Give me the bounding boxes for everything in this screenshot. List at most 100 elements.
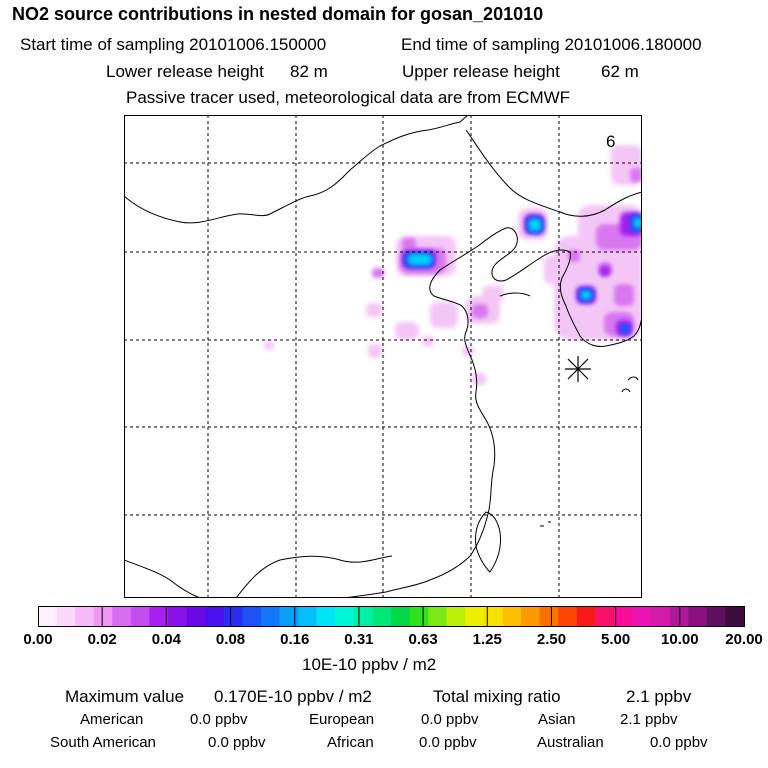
region-name-african: African — [327, 734, 374, 751]
coastline-taiwan — [475, 511, 501, 573]
colorbar-label: 0.00 — [23, 631, 53, 648]
coastline-korea — [559, 251, 642, 347]
colorbar-swatch — [205, 606, 225, 626]
coastlines — [124, 115, 642, 598]
colorbar-swatch — [595, 606, 615, 626]
panel-number: 6 — [606, 132, 615, 151]
plume-patch — [630, 168, 642, 182]
colorbar-swatch — [446, 606, 466, 626]
colorbar-label: 1.25 — [472, 631, 502, 648]
colorbar-frame — [38, 606, 745, 627]
plume-patch — [614, 284, 634, 306]
colorbar-swatch — [706, 606, 727, 626]
plume-patch — [472, 304, 488, 318]
colorbar-swatch — [651, 606, 671, 626]
colorbar-swatch — [391, 606, 411, 626]
map-frame — [124, 115, 642, 598]
colorbar-swatch — [353, 606, 374, 626]
region-name-american: American — [80, 711, 144, 728]
region-value-asian: 2.1 ppbv — [620, 711, 678, 728]
colorbar-label: 0.08 — [215, 631, 246, 648]
colorbar-swatch — [725, 606, 745, 626]
coastline-bohai — [439, 227, 571, 282]
colorbar-label: 0.16 — [280, 631, 310, 648]
colorbar-swatch — [316, 606, 336, 626]
colorbar — [38, 606, 745, 626]
plume-patch — [395, 322, 419, 340]
plume-patch — [529, 219, 541, 231]
total-mixing-label: Total mixing ratio — [433, 687, 561, 706]
region-name-european: European — [309, 711, 375, 728]
upper-release-value: 62 m — [601, 62, 639, 81]
colorbar-label: 20.00 — [725, 631, 763, 648]
coastline-islands — [540, 521, 551, 527]
plume-patch — [422, 336, 434, 346]
border-line — [124, 115, 469, 224]
end-time-label: End time of sampling 20101006.180000 — [401, 35, 702, 54]
colorbar-ticks — [101, 606, 681, 626]
total-mixing-value: 2.1 ppbv — [626, 687, 692, 706]
colorbar-swatch — [335, 606, 355, 626]
colorbar-swatch — [669, 606, 689, 626]
plume-patch — [430, 302, 458, 328]
region-value-american: 0.0 ppbv — [190, 711, 248, 728]
lower-release-value: 82 m — [290, 62, 328, 81]
region-name-australian: Australian — [537, 734, 604, 751]
colorbar-swatch — [75, 606, 95, 626]
border-line — [465, 129, 642, 217]
coastline-islands — [621, 388, 631, 393]
plume-patch — [581, 291, 591, 299]
border-line — [235, 555, 393, 598]
colorbar-swatch — [298, 606, 318, 626]
colorbar-label: 5.00 — [601, 631, 631, 648]
plume-patch — [368, 344, 382, 358]
max-value: 0.170E-10 ppbv / m2 — [214, 687, 372, 706]
colorbar-swatch — [576, 606, 596, 626]
colorbar-swatch — [149, 606, 169, 626]
colorbar-swatch — [502, 606, 522, 626]
border-line — [124, 559, 201, 598]
plume-patch — [600, 266, 610, 276]
colorbar-swatch — [483, 606, 504, 626]
colorbar-label: 0.04 — [151, 631, 181, 648]
plume-patch — [568, 250, 580, 262]
colorbar-label: 2.50 — [536, 631, 567, 648]
plume-patch — [620, 324, 630, 334]
colorbar-swatch — [168, 606, 188, 626]
plume-patch — [482, 286, 504, 302]
region-value-african: 0.0 ppbv — [419, 734, 477, 751]
colorbar-swatch — [56, 606, 76, 626]
max-value-label: Maximum value — [65, 687, 185, 706]
plume-patch — [366, 303, 382, 317]
colorbar-swatch — [409, 606, 429, 626]
colorbar-swatch — [521, 606, 541, 626]
colorbar-unit: 10E-10 ppbv / m2 — [302, 655, 437, 674]
colorbar-swatch — [112, 606, 132, 626]
graticule — [124, 115, 642, 598]
region-value-european: 0.0 ppbv — [421, 711, 479, 728]
colorbar-swatch — [223, 606, 243, 626]
colorbar-swatch — [242, 606, 262, 626]
plume-patch — [472, 373, 486, 385]
region-value-south-american: 0.0 ppbv — [208, 734, 266, 751]
concentration-plumes — [264, 145, 642, 385]
colorbar-swatch — [632, 606, 652, 626]
page-title: NO2 source contributions in nested domai… — [12, 4, 544, 24]
start-time-label: Start time of sampling 20101006.150000 — [20, 35, 327, 54]
tracer-note: Passive tracer used, meteorological data… — [126, 88, 571, 107]
plume-patch — [372, 268, 384, 278]
upper-release-label: Upper release height — [402, 62, 560, 81]
colorbar-swatch — [372, 606, 392, 626]
colorbar-swatch — [465, 606, 485, 626]
colorbar-label: 0.31 — [344, 631, 374, 648]
colorbar-swatch — [539, 606, 559, 626]
colorbar-swatch — [38, 606, 58, 626]
colorbar-swatch — [428, 606, 448, 626]
colorbar-swatch — [688, 606, 708, 626]
coastline-islands — [627, 376, 639, 381]
colorbar-swatch — [186, 606, 206, 626]
colorbar-label: 10.00 — [661, 631, 699, 648]
colorbar-label: 0.63 — [408, 631, 438, 648]
region-value-australian: 0.0 ppbv — [650, 734, 708, 751]
